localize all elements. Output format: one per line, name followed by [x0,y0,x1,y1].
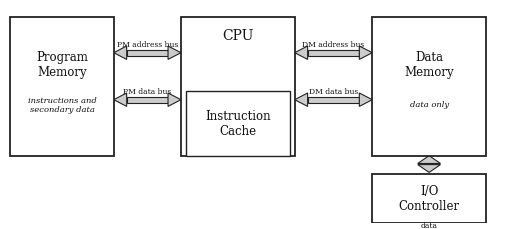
Polygon shape [114,94,127,107]
Polygon shape [114,47,127,60]
Bar [10,18,114,156]
Polygon shape [418,156,440,164]
Polygon shape [168,94,181,107]
Polygon shape [418,175,440,183]
Bar [127,50,168,57]
Text: CPU: CPU [222,29,253,43]
Bar [424,164,434,165]
Text: DM address bus: DM address bus [302,41,364,49]
Bar [127,97,168,103]
Text: data only: data only [409,101,449,109]
Polygon shape [168,47,181,60]
Bar [424,183,434,208]
Polygon shape [418,208,440,216]
Bar [186,91,290,156]
Text: Instruction
Cache: Instruction Cache [205,110,270,138]
Bar [372,174,486,223]
Text: I/O
Controller: I/O Controller [399,184,460,212]
Bar [181,18,295,156]
Polygon shape [359,94,372,107]
Polygon shape [359,47,372,60]
Text: instructions and
secondary data: instructions and secondary data [28,96,96,113]
Bar [308,50,359,57]
Text: PM address bus: PM address bus [117,41,178,49]
Text: Program
Memory: Program Memory [36,51,88,79]
Text: PM data bus: PM data bus [123,87,172,95]
Polygon shape [295,94,308,107]
Text: data: data [421,221,437,229]
Text: DM data bus: DM data bus [309,87,358,95]
Bar [308,97,359,103]
Text: Data
Memory: Data Memory [404,51,454,79]
Bar [372,18,486,156]
Polygon shape [418,165,440,173]
Polygon shape [295,47,308,60]
